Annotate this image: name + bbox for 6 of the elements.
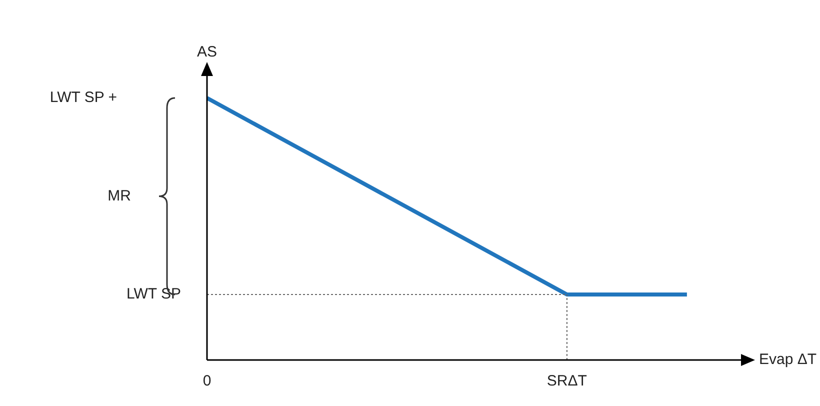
x-tick-label: SRΔT — [546, 372, 587, 390]
text: LWT SP + — [50, 89, 118, 106]
y-axis-title: AS — [196, 44, 218, 61]
x-axis-title: Evap ΔT — [759, 351, 817, 368]
x-tick-label: 0 — [202, 372, 212, 390]
text: MR — [108, 187, 132, 204]
